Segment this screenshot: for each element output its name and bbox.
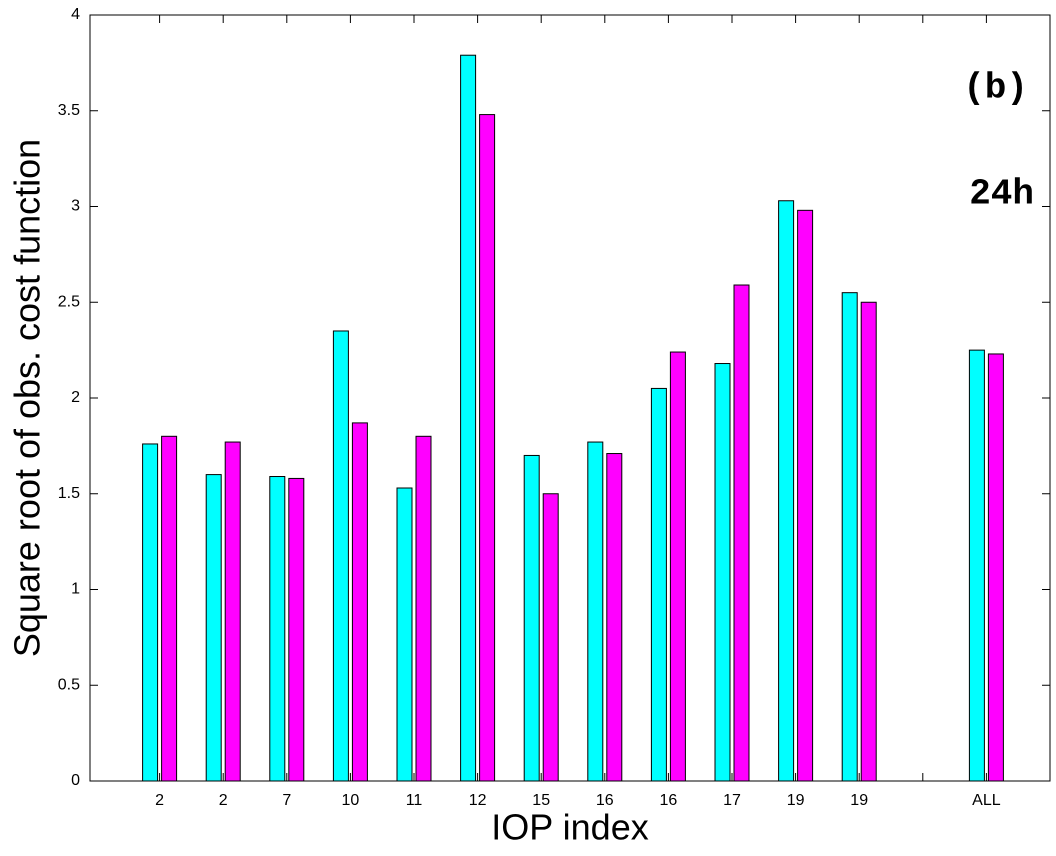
x-tick-label: 15: [532, 792, 550, 809]
bar: [269, 476, 286, 782]
bar: [479, 114, 496, 782]
bar: [650, 387, 667, 782]
bar: [797, 209, 814, 782]
x-tick-label: 7: [282, 792, 291, 809]
x-axis-label: IOP index: [491, 807, 648, 848]
bar: [396, 487, 413, 782]
bar: [860, 301, 877, 782]
plot-frame: [89, 14, 1051, 782]
y-tick-label: 3: [71, 198, 80, 215]
y-tick-label: 4: [71, 6, 80, 23]
bar: [161, 435, 178, 782]
x-tick-label: ALL: [972, 792, 1001, 809]
bar: [542, 493, 559, 782]
x-tick-label: 2: [155, 792, 164, 809]
bar: [415, 435, 432, 782]
y-tick-label: 3.5: [58, 102, 80, 119]
y-axis-label: Square root of obs. cost function: [7, 139, 48, 657]
x-tick-label: 19: [787, 792, 805, 809]
bar: [288, 477, 305, 782]
bar: [142, 443, 159, 782]
y-tick-label: 0.5: [58, 676, 80, 693]
x-tick-label: 11: [406, 792, 423, 809]
bar: [733, 284, 750, 782]
bar: [778, 200, 795, 782]
y-tick-label: 0: [71, 772, 80, 789]
y-tick-label: 2.5: [58, 293, 80, 310]
bar: [351, 422, 368, 782]
bar: [968, 349, 985, 782]
y-tick-label: 1.5: [58, 485, 80, 502]
bar: [460, 54, 477, 782]
x-tick-label: 16: [660, 792, 678, 809]
bar: [332, 330, 349, 782]
bar: [841, 292, 858, 782]
bar: [606, 453, 623, 782]
bar: [523, 454, 540, 782]
annotation: 24h: [969, 174, 1034, 215]
bar: [669, 351, 686, 782]
bar: [205, 474, 222, 782]
x-tick-label: 2: [219, 792, 228, 809]
y-tick-label: 1: [71, 581, 80, 598]
x-tick-label: 12: [469, 792, 487, 809]
x-tick-label: 10: [342, 792, 360, 809]
bar: [714, 363, 731, 782]
bar: [224, 441, 241, 782]
x-tick-label: 16: [596, 792, 614, 809]
bar: [987, 353, 1004, 782]
x-tick-label: 19: [850, 792, 868, 809]
x-tick-label: 17: [723, 792, 741, 809]
bar: [587, 441, 604, 782]
y-tick-label: 2: [71, 389, 80, 406]
annotation: (b): [963, 68, 1028, 109]
